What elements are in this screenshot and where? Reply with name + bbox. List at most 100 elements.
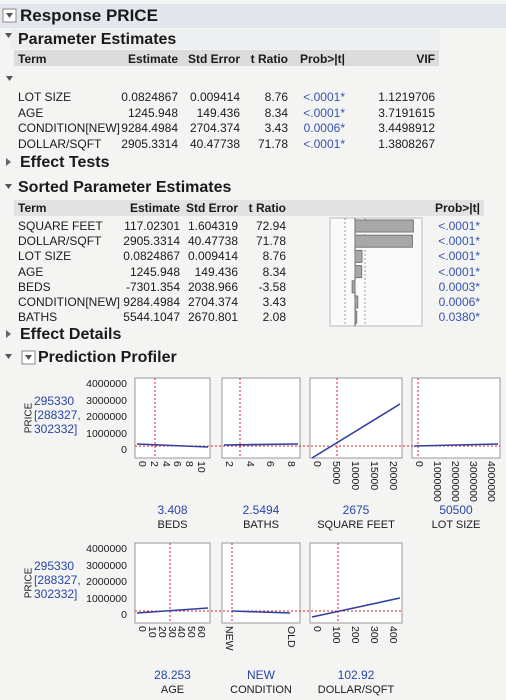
term: BEDS [18, 279, 51, 294]
cell: 3.7191615 [378, 105, 435, 120]
cell: 2038.966 [187, 279, 238, 294]
cell: <.0001* [303, 136, 345, 151]
t-ratio-bar [354, 234, 413, 248]
disclosure-open[interactable] [5, 33, 12, 38]
disclosure-open[interactable] [5, 354, 12, 359]
cell: 8.34 [264, 105, 288, 120]
cell: 8.34 [262, 264, 286, 279]
disclosure-closed[interactable] [6, 158, 11, 166]
cell: 117.02301 [124, 219, 180, 233]
x-tick-label: 1000000 [431, 461, 443, 502]
current-value: 3.408 [157, 503, 188, 517]
cell: 40.47738 [187, 234, 238, 249]
term: DOLLAR/SQFT [18, 136, 102, 151]
column-header: Term [18, 52, 47, 66]
column-header: Term [18, 201, 47, 215]
x-tick-label: 4000000 [485, 461, 497, 502]
disclosure-open[interactable] [25, 355, 32, 360]
cell: 1.1219706 [378, 90, 435, 104]
cell: 5544.1047 [123, 310, 180, 325]
x-tick-label: 60 [195, 626, 207, 638]
y-tick-label: 3000000 [86, 559, 127, 572]
profiler-frames [134, 377, 501, 624]
y-tick-label: 2000000 [86, 576, 127, 588]
column-header: Estimate [129, 201, 180, 215]
cell: <.0001* [438, 264, 480, 279]
cell: 3.4498912 [378, 121, 435, 135]
current-value: 50500 [439, 503, 473, 517]
cell: 149.436 [194, 264, 238, 279]
cell: 0.0824867 [121, 90, 178, 104]
x-tick-label: 0 [413, 461, 425, 467]
cell: 1245.948 [127, 105, 178, 120]
section-title: Prediction Profiler [38, 349, 177, 366]
cell: 0.0006* [303, 121, 345, 135]
x-tick-label: 2000000 [449, 461, 461, 502]
disclosure-open[interactable] [6, 76, 13, 81]
cell: 8.76 [262, 249, 286, 264]
report-title: Response PRICE [20, 6, 158, 25]
x-tick-label: 10000 [349, 461, 361, 491]
disclosure-closed[interactable] [6, 330, 11, 338]
x-tick-label: 5000 [330, 461, 342, 485]
column-header: t Ratio [250, 52, 288, 66]
section-title: Sorted Parameter Estimates [18, 179, 232, 196]
cell: 0.0006* [438, 295, 480, 309]
current-value: 28.253 [154, 668, 191, 682]
t-ratio-bar [354, 249, 363, 263]
x-tick-label: 10 [195, 461, 207, 473]
x-tick-label: 8 [285, 461, 297, 467]
x-tick-label: 0 [311, 626, 323, 632]
disclosure-open[interactable] [5, 184, 12, 189]
current-value: 2.5494 [242, 503, 280, 517]
disclosure-open[interactable] [6, 13, 13, 18]
cell: 3.43 [262, 295, 286, 309]
column-header: Prob>|t| [299, 52, 345, 66]
t-ratio-bar [354, 219, 414, 233]
column-header: t Ratio [248, 201, 286, 215]
t-ratio-bar [354, 310, 358, 324]
term: LOT SIZE [18, 90, 72, 104]
cell: <.0001* [303, 105, 345, 120]
y-tick-label: 2000000 [86, 411, 127, 423]
column-header: Std Error [185, 201, 238, 215]
term: BATHS [18, 310, 58, 325]
current-value: 102.92 [337, 668, 375, 682]
cell: 2905.3314 [121, 136, 178, 151]
profile-traces [136, 403, 499, 618]
y-tick-label: 1000000 [86, 592, 127, 605]
cell: 3.43 [264, 121, 288, 135]
factor-name: BATHS [243, 519, 279, 531]
column-header: Std Error [187, 52, 240, 66]
x-tick-label: 6 [264, 461, 277, 467]
term: LOT SIZE [18, 249, 72, 264]
cell: 0.009414 [189, 90, 240, 104]
cell: 0.0824867 [123, 249, 180, 264]
table-header-bg [14, 50, 439, 66]
cell: 2670.801 [187, 310, 238, 325]
table-header-bg [14, 200, 484, 216]
cell: 149.436 [196, 105, 240, 120]
column-header: Estimate [127, 52, 178, 66]
term: CONDITION[NEW] [18, 121, 120, 135]
y-tick-label: 0 [121, 444, 127, 456]
section-title: Effect Details [20, 326, 122, 343]
x-tick-label: OLD [285, 626, 297, 648]
y-tick-label: 3000000 [86, 394, 127, 407]
factor-name: LOT SIZE [431, 519, 481, 531]
x-tick-label: NEW [223, 626, 235, 651]
cell: 2704.374 [187, 295, 238, 309]
factor-name: CONDITION [230, 684, 292, 696]
y-tick-label: 4000000 [86, 378, 127, 390]
cell: <.0001* [438, 234, 480, 249]
x-tick-label: 2 [223, 461, 235, 467]
x-tick-label: 20000 [387, 461, 399, 491]
term: AGE [18, 264, 44, 279]
t-ratio-bar [354, 265, 363, 279]
cell: 0.0380* [438, 310, 480, 325]
y-tick-label: 0 [121, 609, 127, 621]
cell: 1.604319 [187, 219, 238, 233]
cell: <.0001* [438, 249, 480, 264]
factor-name: DOLLAR/SQFT [317, 684, 395, 696]
cell: 2905.3314 [123, 234, 180, 249]
